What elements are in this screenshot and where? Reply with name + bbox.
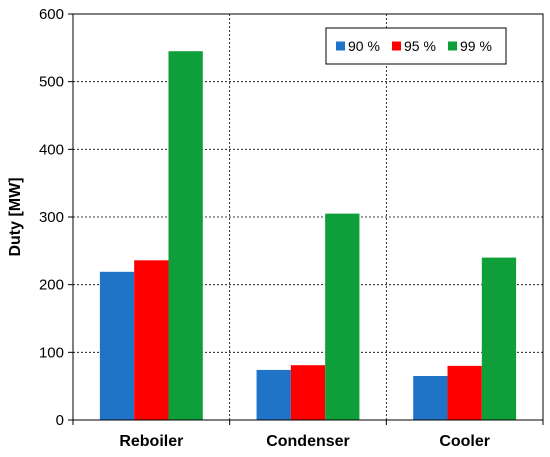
- y-tick-label: 0: [56, 412, 64, 429]
- bar-cooler-1: [447, 365, 482, 420]
- y-tick-label: 300: [39, 209, 64, 226]
- y-axis-ticks: 0 100 200 300 400 500 600: [39, 6, 73, 429]
- legend-swatch: [448, 41, 457, 51]
- bar-cooler-2: [481, 257, 517, 420]
- legend-label: 95 %: [404, 38, 436, 54]
- legend-label: 90 %: [348, 38, 380, 54]
- legend-box: [325, 27, 507, 65]
- y-tick-label: 500: [39, 74, 64, 91]
- legend-label: 99 %: [460, 38, 492, 54]
- y-tick-label: 100: [39, 344, 64, 361]
- x-category-label: Reboiler: [119, 433, 183, 450]
- bar-cooler-0: [413, 376, 448, 420]
- bar-condenser-0: [256, 369, 291, 420]
- x-category-label: Condenser: [266, 433, 350, 450]
- bar-condenser-1: [290, 365, 326, 420]
- y-tick-label: 600: [39, 6, 64, 23]
- bar-condenser-2: [325, 213, 360, 420]
- y-tick-label: 400: [39, 141, 64, 158]
- x-category-label: Cooler: [439, 433, 490, 450]
- bar-reboiler-0: [99, 271, 135, 420]
- x-axis-labels: Reboiler Condenser Cooler: [72, 420, 544, 450]
- y-tick-label: 200: [39, 277, 64, 294]
- bar-reboiler-1: [134, 260, 169, 420]
- legend: 90 % 95 % 99 %: [325, 27, 507, 65]
- legend-swatch: [392, 41, 401, 51]
- legend-swatch: [336, 41, 345, 51]
- bars: [99, 51, 517, 420]
- y-axis-label: Duty [MW]: [7, 177, 24, 256]
- bar-reboiler-2: [168, 51, 203, 420]
